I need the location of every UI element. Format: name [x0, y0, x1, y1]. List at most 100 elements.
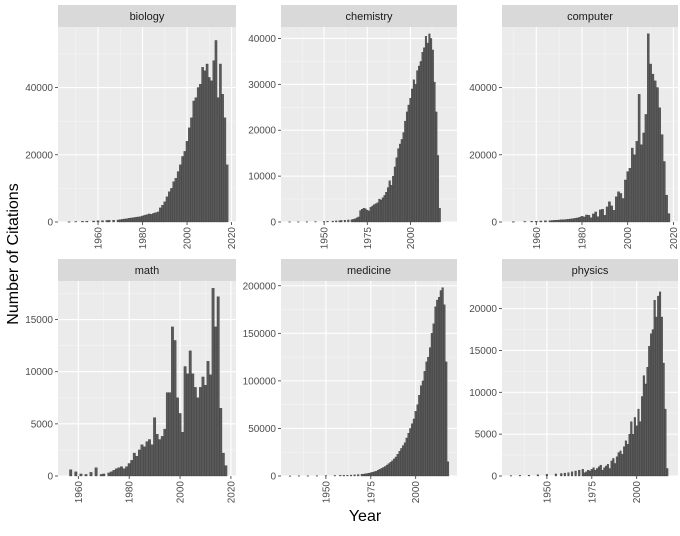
bar	[587, 469, 590, 477]
bar	[594, 211, 597, 223]
bar	[132, 452, 136, 477]
bar	[640, 144, 643, 223]
bar	[385, 192, 388, 223]
x-tick-label: 2000	[183, 227, 194, 250]
bar	[539, 220, 543, 223]
bar	[333, 475, 336, 477]
bar	[631, 147, 634, 223]
bar	[179, 164, 182, 223]
facet-math: math 0 5000 10000 15000 1960 1980 2000 2020	[25, 259, 237, 503]
bar	[428, 33, 431, 223]
bar	[165, 196, 169, 223]
bar	[183, 366, 187, 477]
bar	[366, 209, 369, 223]
facet-strip	[58, 259, 236, 281]
bar	[297, 221, 300, 223]
bar	[664, 408, 667, 477]
y-tick-label: 0	[491, 218, 497, 229]
bar	[626, 171, 629, 223]
bar	[199, 387, 202, 477]
bar	[603, 467, 606, 477]
bar	[389, 462, 392, 477]
bar	[350, 474, 353, 477]
bar	[201, 67, 204, 223]
bar	[621, 198, 625, 223]
bar	[158, 439, 162, 477]
bar	[168, 191, 171, 223]
bar	[219, 63, 222, 223]
bar	[117, 467, 121, 477]
bar	[342, 475, 345, 477]
bar	[89, 472, 93, 477]
bar	[102, 473, 106, 477]
bar	[632, 434, 635, 477]
facet-strip	[281, 259, 457, 281]
bar	[427, 356, 430, 477]
facet-strip	[281, 5, 457, 27]
bar	[560, 473, 563, 477]
bar	[326, 221, 329, 223]
bar	[176, 397, 179, 477]
y-tick-label: 40000	[25, 83, 53, 94]
bar	[400, 448, 403, 477]
bar	[642, 132, 645, 223]
bar	[112, 470, 116, 477]
y-tick-label: 200000	[243, 281, 277, 292]
bar	[390, 185, 393, 223]
bar	[212, 60, 215, 223]
bar	[361, 209, 364, 223]
bar	[648, 346, 651, 477]
bar	[601, 209, 604, 223]
facet-strip	[58, 5, 236, 27]
bar	[193, 387, 197, 477]
bar	[119, 219, 122, 223]
x-tick-label: 2020	[669, 227, 680, 250]
bar	[423, 371, 426, 477]
bar	[432, 323, 435, 477]
bar	[143, 446, 146, 477]
bar	[223, 117, 227, 223]
y-tick-label: 20000	[248, 126, 276, 137]
bar	[512, 221, 515, 223]
bar	[386, 187, 389, 223]
bar	[122, 468, 126, 477]
y-tick-label: 0	[47, 472, 53, 483]
bar	[123, 218, 126, 223]
bar	[419, 61, 422, 223]
bar	[426, 42, 429, 223]
bar	[624, 440, 627, 477]
bar	[143, 215, 147, 223]
bar	[362, 208, 365, 223]
bar	[371, 472, 374, 477]
bar	[662, 362, 665, 477]
bar	[588, 470, 592, 477]
y-tick-label: 15000	[469, 346, 497, 357]
bar	[411, 423, 414, 477]
bar	[192, 100, 195, 223]
bar	[209, 374, 212, 477]
bar	[599, 209, 602, 223]
bar	[649, 63, 652, 223]
bar	[612, 210, 616, 223]
x-tick-label: 1950	[320, 227, 331, 250]
y-tick-label: 50000	[248, 424, 276, 435]
bar	[597, 466, 601, 477]
bar	[437, 155, 440, 223]
bar	[623, 446, 626, 477]
bar	[350, 219, 353, 223]
x-tick-label: 1960	[74, 481, 85, 504]
bar	[633, 154, 636, 223]
bar	[518, 475, 521, 477]
bar	[434, 306, 437, 477]
bar	[563, 472, 566, 477]
bar	[79, 473, 83, 477]
bar	[646, 367, 649, 477]
bar	[589, 217, 593, 223]
bar	[416, 404, 419, 477]
bar	[366, 473, 369, 477]
bar	[154, 212, 158, 223]
facet-computer: computer 0 20000 40000 1960 1980 2000 2020	[469, 5, 680, 249]
bar	[352, 219, 355, 223]
bar	[405, 111, 408, 223]
